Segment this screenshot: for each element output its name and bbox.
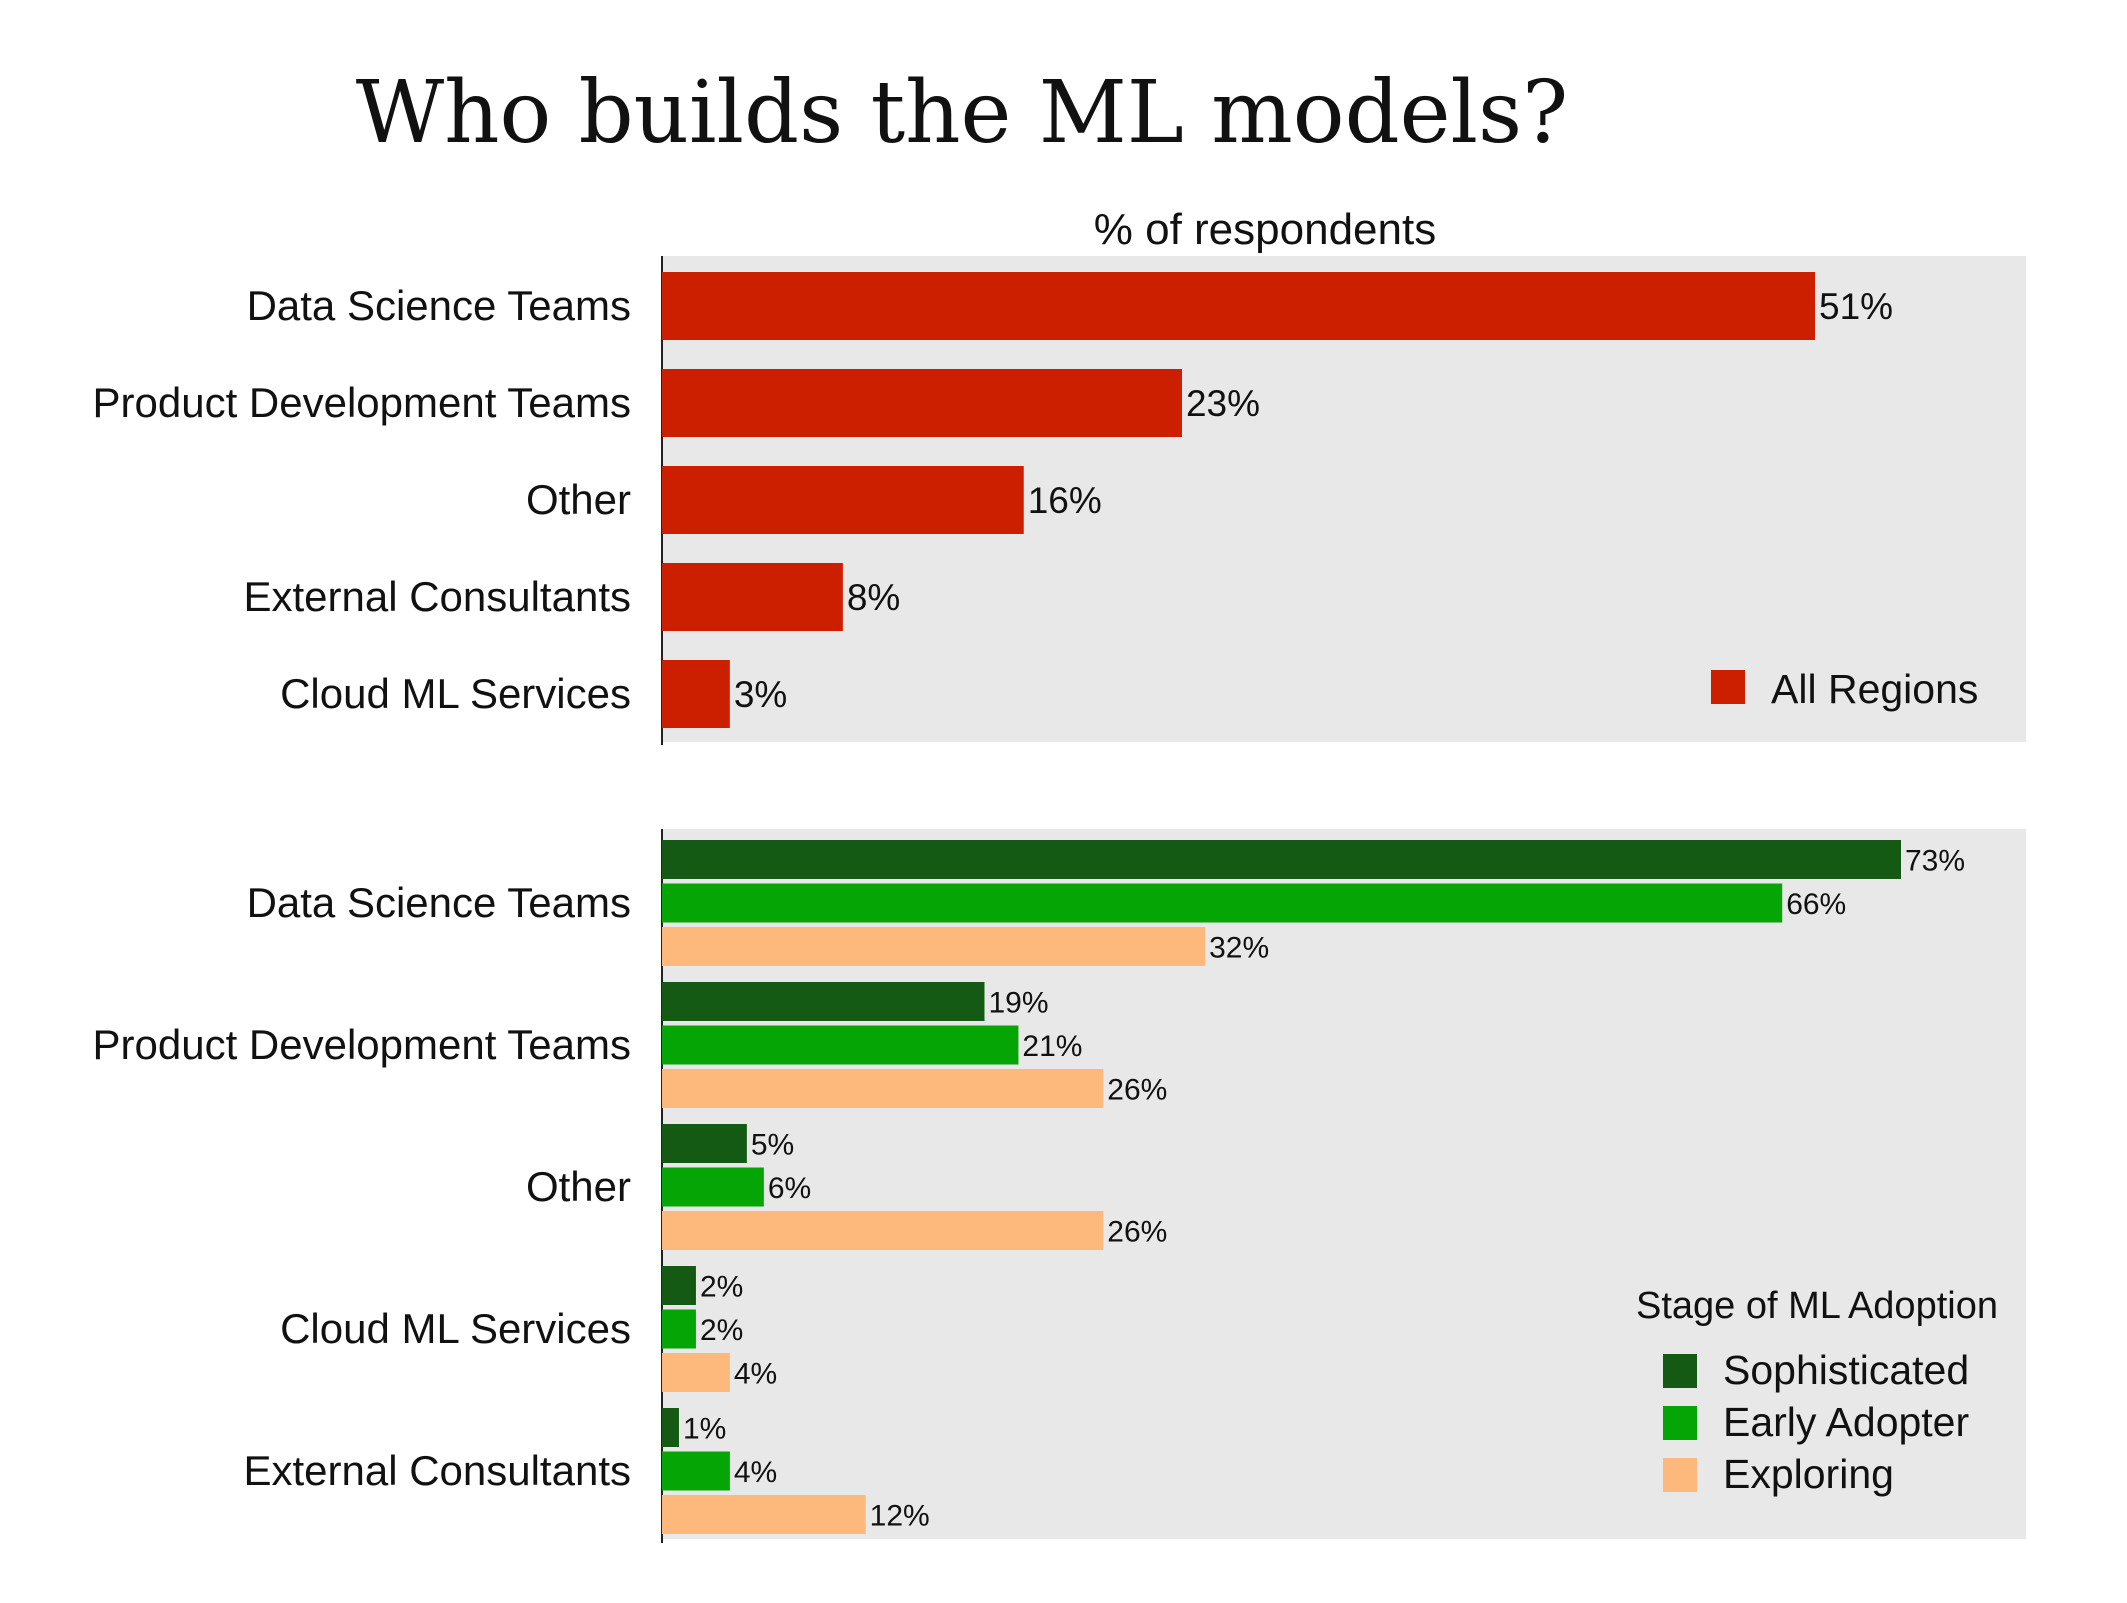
bar-early-adopter-external-consultants bbox=[662, 1452, 730, 1491]
bottom-category-label-product-development-teams: Product Development Teams bbox=[93, 1021, 632, 1068]
data-label-all-regions-product-development-teams: 23% bbox=[1186, 383, 1260, 424]
bar-exploring-other bbox=[662, 1211, 1103, 1250]
data-label-early-adopter-product-development-teams: 21% bbox=[1022, 1030, 1082, 1063]
bottom-category-label-data-science-teams: Data Science Teams bbox=[247, 879, 631, 926]
legend-swatch-exploring bbox=[1663, 1458, 1697, 1492]
data-label-sophisticated-cloud-ml-services: 2% bbox=[700, 1271, 743, 1304]
bottom-category-label-other: Other bbox=[526, 1163, 631, 1210]
bar-all-regions-data-science-teams bbox=[662, 272, 1815, 340]
legend-swatch-sophisticated bbox=[1663, 1354, 1697, 1388]
bar-all-regions-cloud-ml-services bbox=[662, 660, 730, 728]
top-category-label-external-consultants: External Consultants bbox=[243, 573, 631, 620]
top-category-label-cloud-ml-services: Cloud ML Services bbox=[280, 670, 631, 717]
bar-sophisticated-external-consultants bbox=[662, 1408, 679, 1447]
legend-swatch-all-regions bbox=[1711, 670, 1745, 704]
bar-exploring-product-development-teams bbox=[662, 1069, 1103, 1108]
legend-label-early-adopter: Early Adopter bbox=[1723, 1399, 1969, 1445]
data-label-sophisticated-product-development-teams: 19% bbox=[988, 987, 1048, 1020]
bar-early-adopter-data-science-teams bbox=[662, 884, 1782, 923]
data-label-early-adopter-data-science-teams: 66% bbox=[1786, 888, 1846, 921]
data-label-early-adopter-cloud-ml-services: 2% bbox=[700, 1314, 743, 1347]
bar-early-adopter-cloud-ml-services bbox=[662, 1310, 696, 1349]
legend-swatch-early-adopter bbox=[1663, 1406, 1697, 1440]
top-category-label-other: Other bbox=[526, 476, 631, 523]
bar-sophisticated-other bbox=[662, 1124, 747, 1163]
top-category-label-product-development-teams: Product Development Teams bbox=[93, 379, 632, 426]
bar-all-regions-external-consultants bbox=[662, 563, 843, 631]
data-label-sophisticated-external-consultants: 1% bbox=[683, 1413, 726, 1446]
legend-label-sophisticated: Sophisticated bbox=[1723, 1347, 1969, 1393]
data-label-exploring-product-development-teams: 26% bbox=[1107, 1074, 1167, 1107]
bar-sophisticated-data-science-teams bbox=[662, 840, 1901, 879]
legend-title-ml-adoption: Stage of ML Adoption bbox=[1636, 1285, 1998, 1327]
bar-all-regions-product-development-teams bbox=[662, 369, 1182, 437]
top-panel: % of respondents Data Science Teams 51% Pr… bbox=[93, 205, 2027, 745]
data-label-early-adopter-external-consultants: 4% bbox=[734, 1456, 777, 1489]
data-label-exploring-other: 26% bbox=[1107, 1216, 1167, 1249]
bar-all-regions-other bbox=[662, 466, 1024, 534]
chart-title: Who builds the ML models? bbox=[356, 63, 1569, 163]
data-label-exploring-data-science-teams: 32% bbox=[1209, 932, 1269, 965]
data-label-all-regions-other: 16% bbox=[1028, 480, 1102, 521]
data-label-sophisticated-other: 5% bbox=[751, 1129, 794, 1162]
bar-sophisticated-cloud-ml-services bbox=[662, 1266, 696, 1305]
bottom-category-label-cloud-ml-services: Cloud ML Services bbox=[280, 1305, 631, 1352]
bar-exploring-external-consultants bbox=[662, 1495, 866, 1534]
top-category-label-data-science-teams: Data Science Teams bbox=[247, 282, 631, 329]
data-label-exploring-cloud-ml-services: 4% bbox=[734, 1358, 777, 1391]
data-label-sophisticated-data-science-teams: 73% bbox=[1905, 845, 1965, 878]
bar-sophisticated-product-development-teams bbox=[662, 982, 984, 1021]
data-label-exploring-external-consultants: 12% bbox=[870, 1500, 930, 1533]
data-label-all-regions-external-consultants: 8% bbox=[847, 577, 900, 618]
bar-early-adopter-other bbox=[662, 1168, 764, 1207]
bottom-panel: Data Science Teams 73% 66% 32% Product Devel… bbox=[93, 829, 2027, 1543]
data-label-all-regions-cloud-ml-services: 3% bbox=[734, 674, 787, 715]
top-x-axis-title: % of respondents bbox=[1094, 205, 1436, 254]
bar-exploring-cloud-ml-services bbox=[662, 1353, 730, 1392]
bar-exploring-data-science-teams bbox=[662, 927, 1205, 966]
legend-label-exploring: Exploring bbox=[1723, 1451, 1894, 1497]
bar-early-adopter-product-development-teams bbox=[662, 1026, 1018, 1065]
data-label-early-adopter-other: 6% bbox=[768, 1172, 811, 1205]
legend-label-all-regions: All Regions bbox=[1771, 666, 1978, 712]
bottom-category-label-external-consultants: External Consultants bbox=[243, 1447, 631, 1494]
data-label-all-regions-data-science-teams: 51% bbox=[1819, 286, 1893, 327]
